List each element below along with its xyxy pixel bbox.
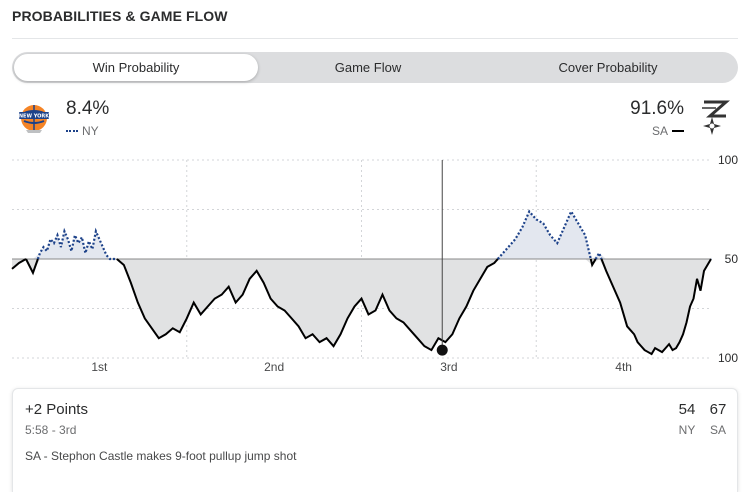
- spurs-logo-icon: [702, 100, 730, 135]
- play-title: +2 Points: [25, 401, 88, 418]
- knicks-logo-icon: NEW YORK: [19, 105, 50, 133]
- title-divider: [12, 38, 738, 39]
- ny-probability-line: [36, 227, 117, 261]
- ny-legend: NY: [66, 124, 99, 138]
- ny-win-probability: 8.4%: [66, 98, 110, 119]
- x-tick-label: 4th: [615, 360, 632, 374]
- current-play-marker[interactable]: [436, 344, 448, 356]
- score-sa: 67: [709, 401, 727, 418]
- svg-text:NEW YORK: NEW YORK: [19, 114, 50, 120]
- sa-area: [12, 259, 711, 355]
- chart-areas: [12, 211, 711, 355]
- sa-legend: SA: [652, 124, 684, 138]
- x-tick-label: 1st: [91, 360, 108, 374]
- tab-win-probability[interactable]: Win Probability: [14, 54, 258, 81]
- y-tick-label: 100: [718, 351, 738, 365]
- y-tick-label: 50: [725, 252, 739, 266]
- score-ny: 54: [678, 401, 696, 418]
- x-tick-label: 2nd: [264, 360, 284, 374]
- tab-game-flow[interactable]: Game Flow: [334, 60, 402, 75]
- sa-probability-line: [116, 258, 499, 352]
- x-axis-ticks: 1st 2nd 3rd 4th: [91, 360, 632, 374]
- sa-probability-line: [600, 258, 712, 356]
- sa-probability-line: [25, 258, 39, 276]
- tab-bar: Win Probability Game Flow Cover Probabil…: [12, 52, 738, 83]
- ny-legend-swatch: [66, 130, 78, 132]
- ny-probability-line: [496, 209, 592, 260]
- score-label-ny: NY: [678, 423, 696, 437]
- ny-legend-label: NY: [82, 124, 99, 138]
- sa-legend-swatch: [672, 130, 684, 132]
- chart-lines: [11, 209, 712, 356]
- sa-legend-label: SA: [651, 124, 668, 138]
- play-detail-card: +2 Points 5:58 - 3rd SA - Stephon Castle…: [12, 388, 738, 492]
- win-probability-chart: 100 50 100 1st 2nd 3rd 4th: [11, 153, 738, 374]
- section-title: PROBABILITIES & GAME FLOW: [12, 8, 228, 24]
- y-axis-ticks: 100 50 100: [718, 153, 738, 365]
- sa-probability-line: [11, 258, 27, 270]
- tab-cover-probability[interactable]: Cover Probability: [558, 60, 658, 75]
- ny-area: [12, 211, 711, 259]
- x-tick-label: 3rd: [440, 360, 457, 374]
- y-tick-label: 100: [718, 153, 738, 167]
- score-label-sa: SA: [709, 423, 726, 437]
- chart-grid: [12, 159, 711, 359]
- sa-probability-line: [589, 258, 597, 268]
- play-description: SA - Stephon Castle makes 9-foot pullup …: [25, 449, 297, 463]
- sa-win-probability: 91.6%: [630, 98, 684, 119]
- play-time: 5:58 - 3rd: [25, 423, 77, 437]
